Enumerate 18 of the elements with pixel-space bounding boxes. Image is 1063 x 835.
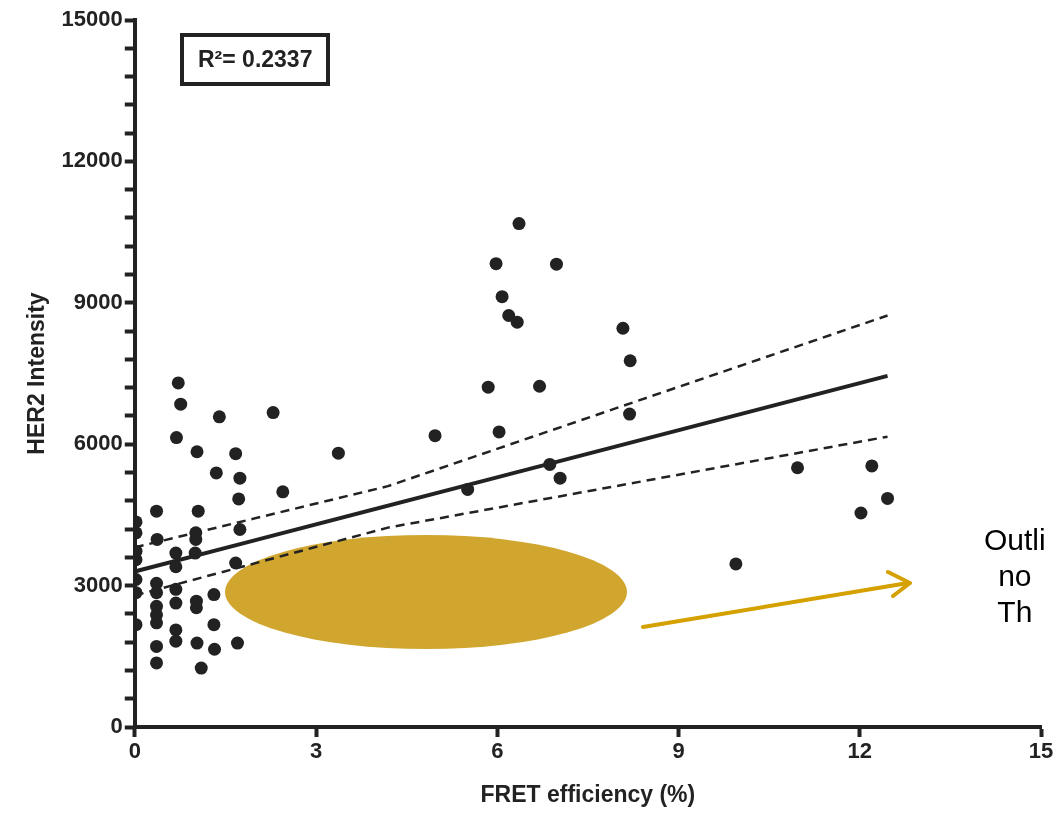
- annotation: no: [997, 558, 1033, 594]
- x-tick-label: 6: [491, 738, 504, 764]
- y-tick-label: 15000: [61, 6, 123, 32]
- x-tick-label: 9: [672, 738, 685, 764]
- y-tick-label: 6000: [73, 430, 123, 456]
- x-tick-label: 15: [1028, 738, 1054, 764]
- y-axis-title: HER2 Intensity: [23, 292, 50, 455]
- y-tick-label: 9000: [73, 288, 123, 314]
- y-tick-label: 3000: [73, 571, 123, 597]
- annotation: Outli: [984, 522, 1046, 558]
- x-axis-title: FRET efficiency (%): [480, 780, 696, 807]
- annotation: R²= 0.2337: [180, 33, 331, 86]
- y-tick-label: 12000: [61, 147, 123, 173]
- x-tick-label: 12: [847, 738, 872, 764]
- x-tick-label: 3: [309, 738, 323, 764]
- y-tick-label: 0: [110, 713, 123, 739]
- x-tick-label: 0: [128, 738, 141, 764]
- annotation: Th: [996, 594, 1034, 630]
